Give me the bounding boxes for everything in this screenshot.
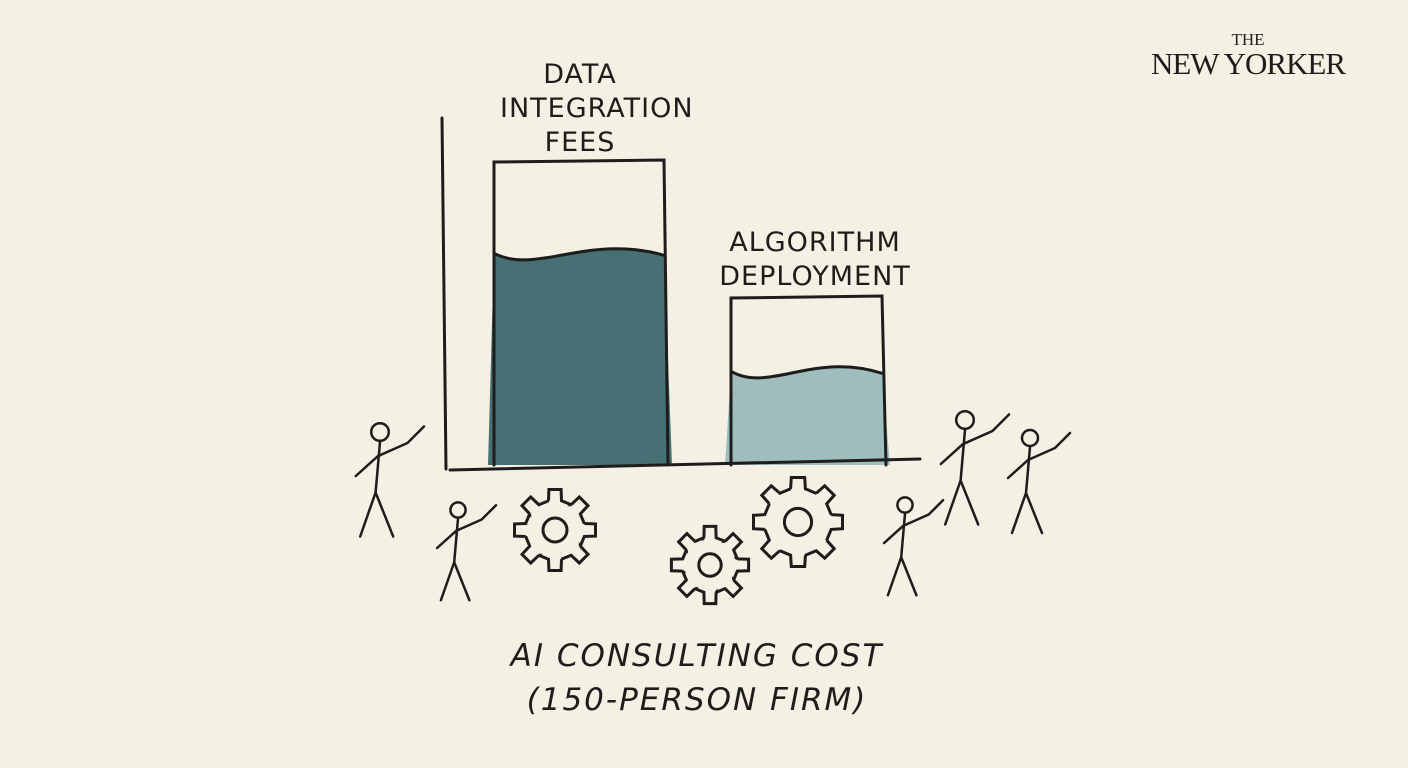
- logo: NEW YORKER: [1150, 46, 1346, 81]
- gear: [669, 524, 751, 606]
- gear-hub: [782, 506, 814, 538]
- gear-hub: [541, 516, 569, 544]
- figure-body: [939, 413, 1011, 526]
- gear: [752, 476, 844, 568]
- gear: [513, 488, 597, 572]
- figure-head: [369, 421, 391, 443]
- figure-head: [449, 501, 467, 519]
- figure-body: [435, 504, 498, 602]
- chart-subtitle: (150-PERSON FIRM): [526, 682, 868, 718]
- category-label: ALGORITHM DEPLOYMENT: [719, 227, 911, 292]
- figure-body: [882, 499, 945, 597]
- figure-head: [954, 409, 976, 431]
- glass-outline: [492, 158, 670, 467]
- bar-surface: [729, 365, 884, 380]
- figure-head: [896, 496, 914, 514]
- figure-body: [1006, 431, 1072, 535]
- x-axis: [448, 457, 922, 472]
- glass-outline: [729, 294, 888, 467]
- bar: [725, 366, 890, 465]
- y-axis: [440, 116, 448, 471]
- figure-head: [1020, 428, 1040, 448]
- gear-hub: [697, 552, 723, 578]
- category-label: DATA INTEGRATION FEES: [500, 59, 694, 158]
- logo-small: THE: [1231, 30, 1265, 49]
- chart-title: AI CONSULTING COST: [510, 638, 884, 674]
- figure-body: [354, 425, 426, 538]
- bar: [488, 248, 672, 465]
- bar-surface: [492, 247, 666, 262]
